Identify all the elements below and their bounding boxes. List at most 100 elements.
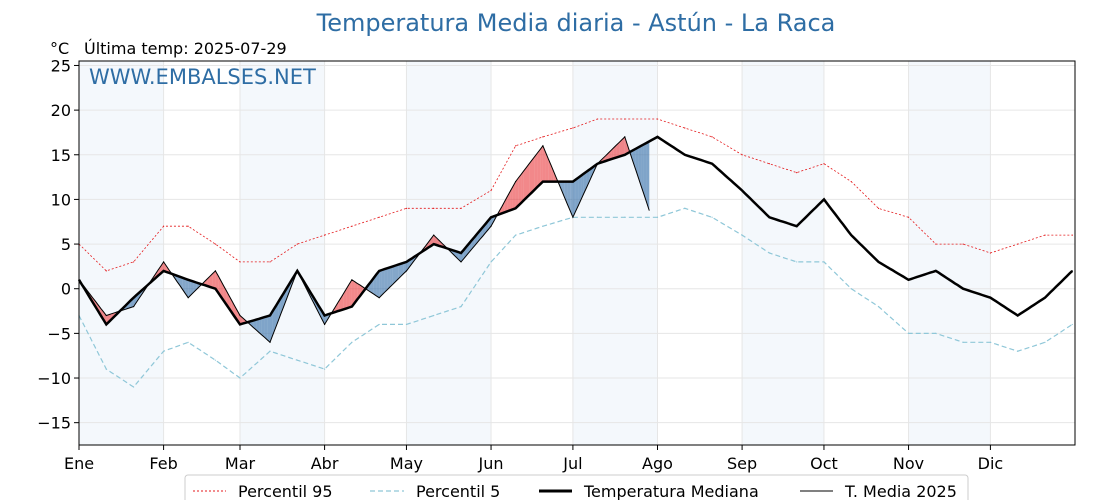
anomaly-below-segment [570, 181, 573, 218]
point-year [132, 305, 135, 308]
anomaly-below-segment [381, 269, 385, 295]
point-p5 [656, 216, 659, 218]
point-p95 [768, 163, 770, 165]
anomaly-below-segment [491, 216, 494, 227]
x-tick-label: Ago [642, 454, 673, 473]
anomaly-below-segment [376, 270, 380, 298]
series-media-2025-line [78, 135, 650, 344]
month-band-Mar [239, 61, 325, 445]
point-p5 [105, 368, 107, 370]
x-tick-label: Feb [149, 454, 177, 473]
unit-label: °C [50, 39, 69, 58]
point-p5 [962, 341, 964, 343]
y-tick-label: 10 [51, 190, 71, 209]
point-year [542, 145, 544, 147]
anomaly-below-segment [373, 274, 377, 296]
plot-area: 25 20 15 10 5 0 −5 −10 −15 Ene Feb Mar Abr May Jun Jul A… [37, 56, 1076, 473]
x-tick-label: Oct [810, 454, 838, 473]
point-p5 [162, 350, 165, 352]
point-p95 [989, 252, 992, 254]
point-median [323, 314, 326, 317]
point-p5 [239, 377, 241, 379]
axes-frame [78, 60, 1076, 446]
point-p95 [405, 207, 408, 209]
anomaly-above-segment [611, 147, 614, 160]
x-tick-label: Abr [311, 454, 339, 473]
anomaly-above-segment [540, 145, 543, 185]
month-band-Sep [742, 61, 824, 445]
point-p5 [907, 332, 910, 334]
anomaly-below-segment [632, 148, 636, 170]
point-p5 [405, 323, 408, 326]
x-tick-label: Mar [225, 454, 256, 473]
point-p5 [351, 341, 353, 343]
series-percentil-5-line [78, 207, 1073, 388]
anomaly-above-segment [529, 160, 532, 195]
anomaly-above-segment [537, 149, 541, 187]
anomaly-below-segment [324, 314, 328, 325]
legend-box [184, 474, 969, 500]
point-p5 [711, 216, 713, 218]
anomaly-below-segment [387, 267, 391, 290]
x-tick-label: Jun [478, 454, 504, 473]
anomaly-below-segment [272, 306, 276, 336]
point-year [162, 261, 165, 263]
anomaly-above-segment [542, 145, 546, 182]
anomaly-below-segment [182, 277, 186, 294]
anomaly-below-segment [256, 318, 260, 333]
point-median [850, 234, 852, 236]
anomaly-below-segment [188, 279, 191, 298]
anomaly-below-segment [643, 142, 647, 203]
point-median [572, 180, 574, 183]
anomaly-above-segment [218, 275, 221, 297]
point-median [823, 198, 825, 201]
x-tick-label: Sep [727, 454, 757, 473]
point-p5 [1044, 341, 1046, 343]
y-tick-label: 5 [61, 235, 71, 254]
point-median [962, 288, 964, 290]
point-year [460, 261, 462, 263]
point-p5 [542, 225, 544, 227]
point-p95 [460, 207, 462, 209]
point-median [433, 243, 435, 245]
point-year [214, 270, 217, 272]
point-p95 [1071, 234, 1073, 236]
point-p5 [624, 216, 626, 218]
anomaly-above-segment [510, 186, 513, 211]
anomaly-below-segment [270, 311, 273, 343]
point-year [433, 234, 435, 236]
point-year [187, 297, 189, 299]
anomaly-above-segment [526, 163, 530, 198]
anomaly-above-segment [354, 281, 358, 303]
anomaly-above-segment [521, 170, 524, 203]
point-p5 [850, 288, 852, 290]
point-p5 [741, 234, 743, 236]
anomaly-above-segment [518, 174, 522, 206]
point-median [351, 305, 353, 308]
point-p5 [877, 305, 880, 308]
point-p95 [351, 225, 353, 227]
point-p95 [711, 136, 713, 138]
anomaly-above-segment [436, 237, 440, 246]
point-p5 [935, 332, 937, 334]
anomaly-below-segment [638, 145, 642, 186]
point-median [405, 261, 408, 263]
anomaly-above-segment [534, 153, 538, 190]
watermark: WWW.EMBALSES.NET [89, 65, 316, 89]
anomaly-below-segment [253, 319, 257, 331]
anomaly-above-segment [507, 191, 511, 212]
point-year [405, 270, 408, 272]
point-year [269, 341, 271, 343]
point-p95 [323, 234, 326, 236]
legend-p5-label: Percentil 5 [416, 482, 500, 500]
anomaly-below-segment [392, 265, 396, 285]
point-median [741, 189, 743, 192]
point-p5 [214, 359, 217, 361]
anomaly-above-segment [532, 156, 535, 193]
point-p95 [433, 207, 435, 209]
point-year [490, 225, 492, 227]
point-median [1017, 314, 1019, 317]
anomaly-above-segment [210, 273, 213, 288]
legend-median-label: Temperatura Mediana [583, 482, 759, 500]
legend: Percentil 95 Percentil 5 Temperatura Med… [184, 474, 969, 500]
